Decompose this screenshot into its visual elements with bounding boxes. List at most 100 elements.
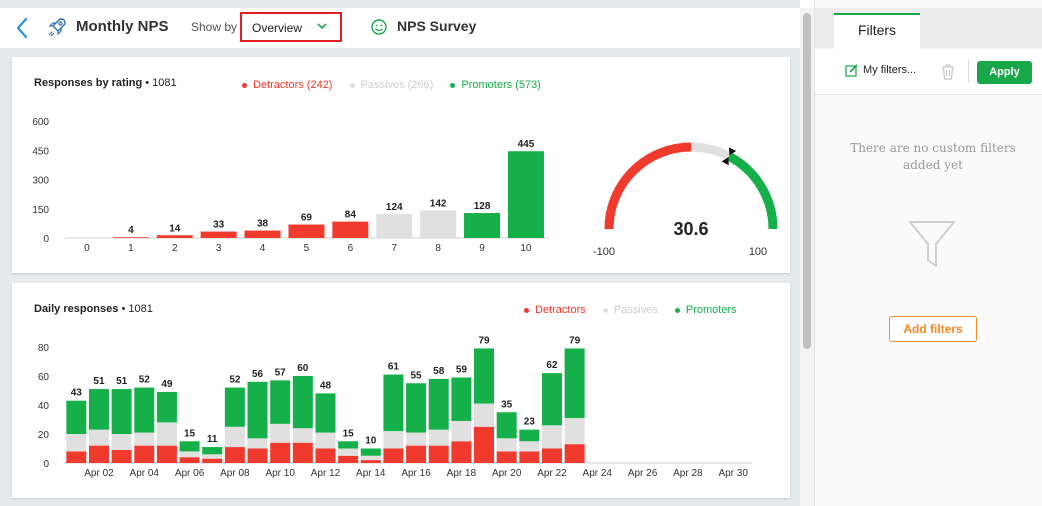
bar-segment bbox=[451, 441, 472, 463]
bar-segment bbox=[564, 348, 585, 419]
bar-segment bbox=[66, 400, 87, 434]
trash-icon[interactable] bbox=[941, 64, 955, 80]
nps-gauge: 30.6 -100 100 bbox=[593, 142, 778, 258]
bar-segment bbox=[111, 434, 132, 450]
bar-segment bbox=[224, 387, 245, 427]
bar-data-label: 142 bbox=[430, 198, 447, 209]
y-tick-label: 300 bbox=[32, 176, 49, 187]
bar-segment bbox=[564, 418, 585, 445]
show-by-dropdown[interactable]: Overview bbox=[240, 12, 342, 42]
legend-passives[interactable]: Passives (266) bbox=[349, 79, 433, 91]
back-arrow-icon[interactable] bbox=[14, 16, 30, 40]
bar-segment bbox=[247, 381, 268, 439]
filters-panel: Filters My filters... Apply There are no… bbox=[814, 0, 1042, 506]
bar bbox=[507, 151, 544, 238]
bar-data-label: 58 bbox=[433, 366, 445, 377]
legend-detractors[interactable]: Detractors (242) bbox=[242, 79, 332, 91]
bar-segment bbox=[541, 373, 562, 426]
bar-segment bbox=[247, 438, 268, 449]
bar-segment bbox=[541, 448, 562, 463]
gauge-marker bbox=[721, 157, 729, 166]
x-tick-label: Apr 26 bbox=[628, 468, 658, 479]
chevron-down-icon bbox=[317, 23, 327, 30]
bar-data-label: 445 bbox=[518, 139, 535, 150]
x-tick-label: 5 bbox=[304, 243, 310, 254]
bar-data-label: 15 bbox=[343, 428, 355, 439]
bar-segment bbox=[247, 448, 268, 463]
empty-line-1: There are no custom filters bbox=[850, 141, 1016, 155]
bar-segment bbox=[383, 448, 404, 463]
ratings-legend: Detractors (242) Passives (266) Promoter… bbox=[242, 79, 555, 91]
legend-promoters[interactable]: Promoters (573) bbox=[450, 79, 541, 91]
bar bbox=[200, 231, 237, 238]
bar-segment bbox=[88, 429, 109, 446]
bar-segment bbox=[315, 393, 336, 433]
bar-data-label: 79 bbox=[569, 335, 581, 346]
bar bbox=[376, 213, 413, 238]
scrollbar-thumb[interactable] bbox=[803, 13, 811, 349]
bar-data-label: 52 bbox=[229, 375, 241, 386]
y-tick-label: 60 bbox=[38, 372, 50, 383]
bar-segment bbox=[383, 374, 404, 432]
x-tick-label: Apr 04 bbox=[130, 468, 160, 479]
bar-data-label: 79 bbox=[478, 335, 490, 346]
survey-name: NPS Survey bbox=[397, 18, 477, 34]
bar-data-label: 55 bbox=[411, 370, 423, 381]
bar-segment bbox=[519, 429, 540, 442]
x-tick-label: Apr 18 bbox=[447, 468, 477, 479]
add-filters-button[interactable]: Add filters bbox=[889, 316, 977, 342]
y-tick-label: 450 bbox=[32, 146, 49, 157]
bar-data-label: 52 bbox=[139, 375, 151, 386]
gauge-max-label: 100 bbox=[749, 246, 767, 258]
filters-toolbar: My filters... Apply bbox=[815, 49, 1042, 95]
bar-segment bbox=[292, 376, 313, 429]
bar-data-label: 51 bbox=[116, 376, 128, 387]
x-tick-label: 10 bbox=[520, 243, 532, 254]
legend-passives[interactable]: Passives bbox=[602, 304, 658, 316]
bar bbox=[464, 213, 501, 238]
x-tick-label: 9 bbox=[479, 243, 485, 254]
bar-segment bbox=[156, 391, 177, 423]
bar-data-label: 59 bbox=[456, 364, 468, 375]
toolbar-divider bbox=[968, 59, 969, 83]
y-tick-label: 80 bbox=[38, 343, 50, 354]
bar-segment bbox=[474, 426, 495, 463]
bar-data-label: 4 bbox=[128, 225, 134, 236]
bar-segment bbox=[134, 387, 155, 433]
my-filters-label: My filters... bbox=[863, 63, 917, 76]
bar-data-label: 15 bbox=[184, 428, 196, 439]
show-by-value: Overview bbox=[252, 21, 303, 35]
my-filters-button[interactable]: My filters... bbox=[845, 63, 916, 77]
legend-detractors[interactable]: Detractors bbox=[524, 304, 586, 316]
x-tick-label: 1 bbox=[128, 243, 134, 254]
bar-data-label: 60 bbox=[297, 363, 309, 374]
bar-data-label: 48 bbox=[320, 380, 332, 391]
bar-data-label: 56 bbox=[252, 369, 264, 380]
bar-data-label: 43 bbox=[71, 388, 83, 399]
survey-icon bbox=[371, 19, 387, 35]
bar-segment bbox=[474, 348, 495, 404]
gauge-detractor-arc bbox=[604, 142, 692, 230]
bar-segment bbox=[66, 434, 87, 452]
bar-segment bbox=[134, 432, 155, 446]
bar-segment bbox=[224, 447, 245, 463]
bar-segment bbox=[496, 412, 517, 439]
tab-filters[interactable]: Filters bbox=[834, 13, 920, 49]
daily-chart-title: Daily responses • 1081 bbox=[34, 303, 153, 315]
gauge-min-label: -100 bbox=[593, 246, 615, 258]
bar-segment bbox=[179, 457, 200, 463]
bar-data-label: 10 bbox=[365, 436, 377, 447]
bar-segment bbox=[224, 426, 245, 448]
bar-data-label: 38 bbox=[257, 219, 269, 230]
legend-promoters[interactable]: Promoters bbox=[674, 304, 737, 316]
bar-segment bbox=[156, 422, 177, 446]
edit-icon bbox=[845, 64, 858, 77]
x-tick-label: Apr 10 bbox=[265, 468, 295, 479]
bar-data-label: 35 bbox=[501, 399, 513, 410]
x-tick-label: Apr 16 bbox=[401, 468, 431, 479]
x-tick-label: Apr 30 bbox=[718, 468, 748, 479]
apply-button[interactable]: Apply bbox=[977, 61, 1032, 84]
bar-segment bbox=[496, 438, 517, 452]
bar-segment bbox=[338, 448, 359, 456]
